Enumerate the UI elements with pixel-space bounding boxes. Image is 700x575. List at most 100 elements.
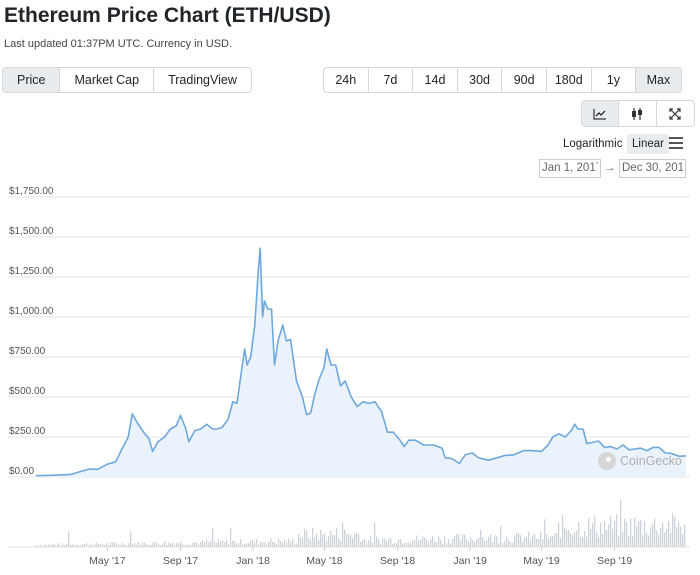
volume-bar: [552, 536, 554, 547]
volume-bar: [102, 544, 104, 547]
range-180d[interactable]: 180d: [547, 68, 592, 92]
volume-bar: [124, 544, 126, 547]
volume-bar: [176, 543, 178, 547]
volume-bar: [248, 542, 250, 547]
volume-bar: [200, 541, 202, 547]
volume-bar: [584, 530, 586, 547]
volume-bar: [56, 545, 58, 547]
volume-bar: [494, 535, 496, 547]
price-chart[interactable]: $0.00 $250.00 $500.00 $750.00 $1,000.00 $1,25…: [0, 180, 700, 575]
volume-bar: [158, 544, 160, 547]
volume-bar: [274, 542, 276, 547]
volume-bar: [466, 539, 468, 547]
volume-bar: [684, 524, 686, 547]
volume-bar: [96, 542, 98, 547]
volume-bar: [570, 533, 572, 547]
volume-bar: [598, 537, 600, 547]
volume-bar: [114, 542, 116, 547]
volume-bar: [652, 524, 654, 547]
page-title: Ethereum Price Chart (ETH/USD): [4, 4, 331, 27]
date-from-input[interactable]: [539, 159, 601, 178]
volume-bar: [496, 536, 498, 547]
volume-bar: [338, 538, 340, 547]
range-max[interactable]: Max: [636, 68, 681, 92]
volume-bar: [386, 541, 388, 547]
logarithmic-option[interactable]: Logarithmic: [563, 138, 623, 150]
volume-bar: [588, 518, 590, 547]
volume-bar: [128, 543, 130, 547]
volume-bar: [416, 535, 418, 547]
volume-bar: [518, 533, 520, 547]
volume-bar: [680, 526, 682, 547]
volume-bar: [650, 527, 652, 547]
volume-bar: [620, 500, 622, 547]
volume-bar: [186, 544, 188, 547]
volume-bar: [522, 541, 524, 547]
volume-bar: [428, 542, 430, 547]
volume-bar: [392, 543, 394, 547]
volume-bar: [304, 528, 306, 547]
range-24h[interactable]: 24h: [324, 68, 369, 92]
date-to-input[interactable]: [619, 159, 686, 178]
range-30d[interactable]: 30d: [458, 68, 503, 92]
volume-bar: [618, 536, 620, 547]
volume-bar: [606, 529, 608, 547]
tab-price[interactable]: Price: [3, 68, 61, 92]
volume-bar: [448, 539, 450, 547]
volume-bar: [78, 545, 80, 547]
volume-bar: [548, 538, 550, 547]
volume-bar: [292, 538, 294, 547]
volume-bar: [470, 537, 472, 547]
range-1y[interactable]: 1y: [592, 68, 637, 92]
volume-bar: [246, 543, 248, 547]
volume-bar: [222, 540, 224, 547]
price-line: [35, 247, 687, 477]
volume-bar: [80, 545, 82, 547]
volume-bar: [64, 544, 66, 547]
volume-bar: [360, 541, 362, 547]
volume-bar: [50, 544, 52, 547]
volume-bar: [160, 545, 162, 547]
volume-bar: [660, 528, 662, 547]
volume-bar: [580, 537, 582, 547]
hamburger-menu-icon[interactable]: [669, 137, 683, 149]
line-view-button[interactable]: [582, 101, 620, 126]
coingecko-logo-icon: [598, 452, 616, 470]
volume-bar: [380, 543, 382, 547]
volume-bar: [208, 542, 210, 547]
candlestick-view-button[interactable]: [619, 101, 657, 126]
volume-bar: [156, 543, 158, 547]
volume-bar: [192, 542, 194, 547]
volume-bar: [280, 540, 282, 547]
volume-bar: [632, 535, 634, 547]
volume-bar: [542, 539, 544, 547]
range-14d[interactable]: 14d: [413, 68, 458, 92]
volume-bar: [174, 545, 176, 547]
range-7d[interactable]: 7d: [369, 68, 414, 92]
volume-bar: [152, 543, 154, 547]
range-90d[interactable]: 90d: [502, 68, 547, 92]
linear-option[interactable]: Linear: [627, 134, 669, 154]
volume-bar: [600, 522, 602, 547]
tab-market-cap[interactable]: Market Cap: [60, 68, 155, 92]
x-tick-label: May '18: [306, 555, 343, 567]
y-tick-label: $1,250.00: [9, 266, 54, 277]
volume-bar: [216, 542, 218, 547]
y-tick-label: $250.00: [9, 426, 46, 437]
volume-bar: [328, 536, 330, 547]
tab-tradingview[interactable]: TradingView: [168, 73, 237, 87]
volume-bar: [644, 521, 646, 547]
volume-bar: [374, 522, 376, 547]
volume-bar: [218, 539, 220, 547]
volume-bar: [666, 529, 668, 547]
volume-bar: [214, 541, 216, 547]
volume-bar: [120, 544, 122, 547]
volume-bar: [482, 536, 484, 547]
volume-bar: [290, 541, 292, 547]
expand-button[interactable]: [657, 101, 694, 126]
volume-bar: [372, 542, 374, 547]
volume-bar: [310, 540, 312, 547]
volume-bar: [236, 543, 238, 547]
volume-bar: [220, 541, 222, 547]
volume-bar: [394, 542, 396, 547]
